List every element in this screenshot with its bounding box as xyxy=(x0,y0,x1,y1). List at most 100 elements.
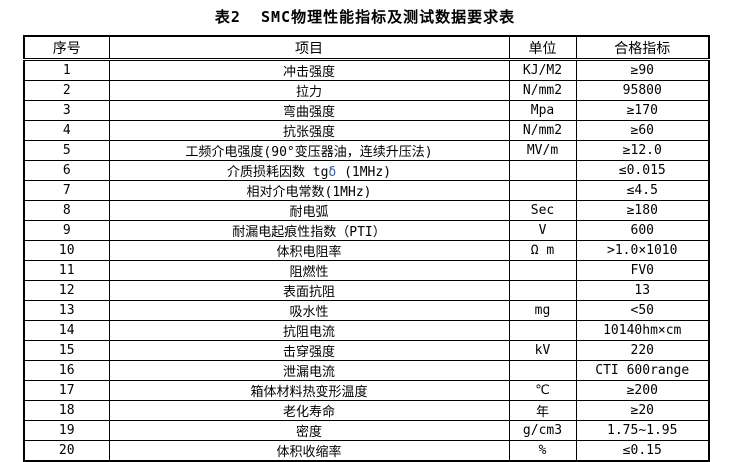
spec-cell: ≥12.0 xyxy=(575,140,710,161)
unit-cell xyxy=(508,160,577,181)
table-row: 5 工频介电强度(90°变压器油，连续升压法) MV/m ≥12.0 xyxy=(23,140,710,161)
item-cell: 箱体材料热变形温度 xyxy=(108,380,510,401)
unit-cell: Sec xyxy=(508,200,577,221)
item-cell: 相对介电常数(1MHz) xyxy=(108,180,510,201)
delta-symbol: δ xyxy=(328,165,337,180)
unit-cell: kV xyxy=(508,340,577,361)
spec-cell: 220 xyxy=(575,340,710,361)
item-cell: 阻燃性 xyxy=(108,260,510,281)
table-row: 17 箱体材料热变形温度 ℃ ≥200 xyxy=(23,380,710,401)
unit-cell: N/mm2 xyxy=(508,80,577,101)
row-number-cell: 19 xyxy=(23,420,110,441)
spec-cell: ≥60 xyxy=(575,120,710,141)
table-row: 4 抗张强度 N/mm2 ≥60 xyxy=(23,120,710,141)
spec-cell: 600 xyxy=(575,220,710,241)
unit-cell: 年 xyxy=(508,400,577,421)
column-header-0: 序号 xyxy=(23,35,110,61)
spec-cell: ≤0.015 xyxy=(575,160,710,181)
item-cell: 体积收缩率 xyxy=(108,440,510,462)
table-row: 16 泄漏电流 CTI 600range xyxy=(23,360,710,381)
item-cell: 体积电阻率 xyxy=(108,240,510,261)
row-number-cell: 20 xyxy=(23,440,110,462)
unit-cell xyxy=(508,360,577,381)
table-row: 8 耐电弧 Sec ≥180 xyxy=(23,200,710,221)
table-row: 6 介质损耗因数 tgδ (1MHz) ≤0.015 xyxy=(23,160,710,181)
unit-cell xyxy=(508,320,577,341)
table-row: 1 冲击强度 KJ/M2 ≥90 xyxy=(23,59,710,81)
row-number-cell: 15 xyxy=(23,340,110,361)
unit-cell: Mpa xyxy=(508,100,577,121)
unit-cell: mg xyxy=(508,300,577,321)
row-number-cell: 18 xyxy=(23,400,110,421)
spec-cell: ≤4.5 xyxy=(575,180,710,201)
unit-cell: Ω m xyxy=(508,240,577,261)
column-header-3: 合格指标 xyxy=(575,35,710,61)
item-cell: 拉力 xyxy=(108,80,510,101)
table-body: 1 冲击强度 KJ/M2 ≥90 2 拉力 N/mm2 95800 3 弯曲强度 Mpa ≥170 4 抗… xyxy=(23,59,710,462)
unit-cell: V xyxy=(508,220,577,241)
table-row: 11 阻燃性 FV0 xyxy=(23,260,710,281)
spec-table: 序号 项目 单位 合格指标 1 冲击强度 KJ/M2 ≥90 2 拉力 N/mm2 95800 3 弯曲… xyxy=(23,35,710,462)
row-number-cell: 8 xyxy=(23,200,110,221)
item-cell: 密度 xyxy=(108,420,510,441)
item-cell: 老化寿命 xyxy=(108,400,510,421)
row-number-cell: 5 xyxy=(23,140,110,161)
item-cell: 工频介电强度(90°变压器油，连续升压法) xyxy=(108,140,510,161)
row-number-cell: 12 xyxy=(23,280,110,301)
spec-cell: >1.0×1010 xyxy=(575,240,710,261)
item-cell: 弯曲强度 xyxy=(108,100,510,121)
item-cell: 泄漏电流 xyxy=(108,360,510,381)
item-cell: 表面抗阻 xyxy=(108,280,510,301)
unit-cell: ℃ xyxy=(508,380,577,401)
row-number-cell: 17 xyxy=(23,380,110,401)
table-row: 13 吸水性 mg <50 xyxy=(23,300,710,321)
row-number-cell: 4 xyxy=(23,120,110,141)
spec-cell: ≥200 xyxy=(575,380,710,401)
spec-cell: 13 xyxy=(575,280,710,301)
item-cell: 介质损耗因数 tgδ (1MHz) xyxy=(108,160,510,181)
row-number-cell: 14 xyxy=(23,320,110,341)
spec-cell: 95800 xyxy=(575,80,710,101)
unit-cell: N/mm2 xyxy=(508,120,577,141)
table-row: 9 耐漏电起痕性指数（PTI） V 600 xyxy=(23,220,710,241)
page-title: 表2 SMC物理性能指标及测试数据要求表 xyxy=(214,8,516,26)
spec-cell: ≥170 xyxy=(575,100,710,121)
unit-cell: MV/m xyxy=(508,140,577,161)
item-cell: 抗张强度 xyxy=(108,120,510,141)
spec-cell: 10140hm×cm xyxy=(575,320,710,341)
spec-cell: ≤0.15 xyxy=(575,440,710,462)
spec-cell: 1.75~1.95 xyxy=(575,420,710,441)
table-row: 14 抗阻电流 10140hm×cm xyxy=(23,320,710,341)
table-row: 12 表面抗阻 13 xyxy=(23,280,710,301)
unit-cell: % xyxy=(508,440,577,462)
row-number-cell: 3 xyxy=(23,100,110,121)
column-header-2: 单位 xyxy=(508,35,577,61)
row-number-cell: 10 xyxy=(23,240,110,261)
item-cell: 耐漏电起痕性指数（PTI） xyxy=(108,220,510,241)
row-number-cell: 16 xyxy=(23,360,110,381)
column-header-1: 项目 xyxy=(108,35,510,61)
unit-cell xyxy=(508,260,577,281)
row-number-cell: 2 xyxy=(23,80,110,101)
row-number-cell: 6 xyxy=(23,160,110,181)
spec-cell: CTI 600range xyxy=(575,360,710,381)
item-cell: 冲击强度 xyxy=(108,59,510,81)
spec-cell: ≥20 xyxy=(575,400,710,421)
unit-cell: KJ/M2 xyxy=(508,59,577,81)
table-row: 7 相对介电常数(1MHz) ≤4.5 xyxy=(23,180,710,201)
table-row: 19 密度 g/cm3 1.75~1.95 xyxy=(23,420,710,441)
spec-cell: ≥90 xyxy=(575,59,710,81)
row-number-cell: 1 xyxy=(23,59,110,81)
table-row: 18 老化寿命年 ≥20 xyxy=(23,400,710,421)
table-row: 15 击穿强度 kV 220 xyxy=(23,340,710,361)
table-row: 10 体积电阻率 Ω m >1.0×1010 xyxy=(23,240,710,261)
unit-cell: g/cm3 xyxy=(508,420,577,441)
spec-cell: <50 xyxy=(575,300,710,321)
item-cell: 吸水性 xyxy=(108,300,510,321)
item-cell: 耐电弧 xyxy=(108,200,510,221)
table-row: 2 拉力 N/mm2 95800 xyxy=(23,80,710,101)
spec-cell: ≥180 xyxy=(575,200,710,221)
header-row: 序号 项目 单位 合格指标 xyxy=(23,35,710,61)
item-cell: 击穿强度 xyxy=(108,340,510,361)
